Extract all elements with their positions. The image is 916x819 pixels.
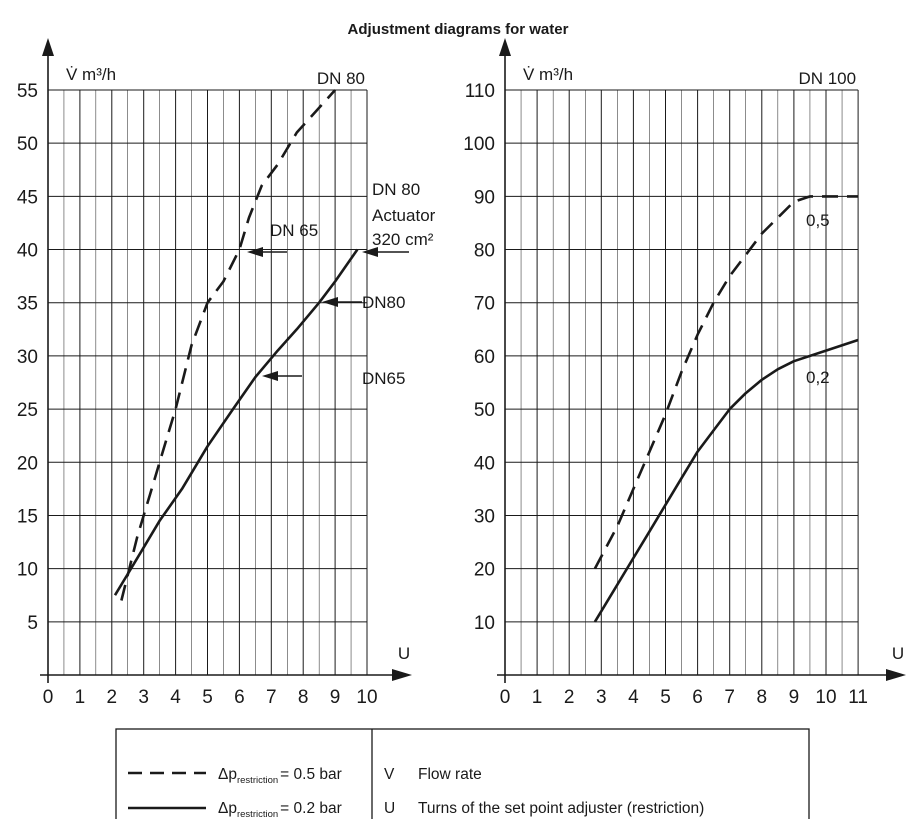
y-axis-arrowhead: [499, 38, 511, 56]
y-tick-label: 40: [17, 241, 38, 262]
y-tick-label: 110: [465, 81, 495, 102]
y-tick-label: 40: [474, 453, 495, 474]
series-line-solid: [593, 338, 859, 623]
y-tick-label: 10: [17, 560, 38, 581]
y-tick-label: 10: [474, 613, 495, 634]
legend-row-2-delta: Δprestriction = 0.2 bar: [218, 800, 342, 819]
y-tick-label: 5: [27, 613, 38, 634]
annotation-label: DN80: [362, 293, 405, 312]
x-tick-label: 5: [202, 687, 213, 708]
x-tick-label: 8: [298, 687, 309, 708]
x-tick-label: 11: [848, 687, 868, 708]
x-tick-label: 4: [170, 687, 181, 708]
legend-row-1-delta: Δprestriction = 0.5 bar: [218, 766, 342, 786]
x-tick-label: 10: [815, 687, 836, 708]
legend-symbol-v: V: [384, 766, 395, 783]
chart-title: Adjustment diagrams for water: [348, 21, 569, 38]
series-line-dashed: [120, 89, 337, 601]
annotation-label: DN 80: [372, 180, 420, 199]
y-tick-label: 50: [474, 400, 495, 421]
y-axis-label: V̇ m³/h: [523, 65, 573, 84]
annotation-arrowhead: [322, 297, 338, 307]
y-tick-label: 25: [17, 400, 38, 421]
y-tick-label: 35: [17, 294, 38, 315]
annotation-arrowhead: [362, 247, 378, 257]
y-axis-arrowhead: [42, 38, 54, 56]
x-tick-label: 6: [234, 687, 245, 708]
x-tick-label: 7: [724, 687, 735, 708]
x-tick-label: 2: [107, 687, 118, 708]
chart-panel-dn100: 10 20 30 40 50 60 70 80 90 100 110 0 1 2 3 4 5 6 7 8 9 10 11 V̇…: [463, 38, 906, 708]
x-tick-label: 9: [789, 687, 800, 708]
y-tick-label: 80: [474, 241, 495, 262]
x-tick-label: 9: [330, 687, 341, 708]
annotation-label: 320 cm²: [372, 230, 434, 249]
annotation-label: Actuator: [372, 206, 436, 225]
x-tick-label: 4: [628, 687, 639, 708]
x-tick-label: 7: [266, 687, 277, 708]
annotation-label: DN 65: [270, 221, 318, 240]
y-tick-label: 90: [474, 187, 495, 208]
x-axis-label: U: [892, 644, 904, 663]
x-tick-label: 3: [138, 687, 149, 708]
legend-symbol-u: U: [384, 800, 395, 817]
annotation-label: 0,5: [806, 211, 830, 230]
x-tick-label: 0: [500, 687, 511, 708]
legend: Δprestriction = 0.5 bar V Flow rate Δpres…: [115, 728, 810, 819]
x-axis-arrowhead: [886, 669, 906, 681]
y-tick-label: 55: [17, 81, 38, 102]
x-tick-label: 1: [75, 687, 86, 708]
y-tick-label: 50: [17, 134, 38, 155]
annotation-label: 0,2: [806, 368, 830, 387]
y-tick-label: 100: [463, 134, 495, 155]
legend-description-v: Flow rate: [418, 766, 482, 783]
x-tick-label: 1: [532, 687, 543, 708]
y-tick-label: 60: [474, 347, 495, 368]
x-tick-label: 0: [43, 687, 54, 708]
y-tick-label: 45: [17, 187, 38, 208]
y-tick-label: 20: [474, 560, 495, 581]
series-line-solid: [113, 248, 359, 596]
y-tick-label: 15: [17, 506, 38, 527]
panel-label: DN 80: [317, 69, 365, 88]
x-tick-label: 2: [564, 687, 575, 708]
x-axis-arrowhead: [392, 669, 412, 681]
annotation-label: DN65: [362, 369, 405, 388]
y-tick-label: 30: [17, 347, 38, 368]
x-tick-label: 8: [757, 687, 768, 708]
annotation-arrowhead: [247, 247, 263, 257]
x-tick-label: 6: [692, 687, 703, 708]
x-tick-label: 5: [660, 687, 671, 708]
x-tick-label: 3: [596, 687, 607, 708]
annotation-arrowhead: [262, 371, 278, 381]
y-tick-label: 30: [474, 506, 495, 527]
x-tick-label: 10: [356, 687, 377, 708]
y-axis-label: V̇ m³/h: [66, 65, 116, 84]
x-axis-label: U: [398, 644, 410, 663]
legend-border: [115, 728, 810, 819]
series-line-dashed: [593, 195, 859, 570]
y-tick-label: 70: [474, 294, 495, 315]
y-tick-label: 20: [17, 453, 38, 474]
panel-label: DN 100: [798, 69, 856, 88]
legend-description-u: Turns of the set point adjuster (restric…: [418, 800, 704, 817]
